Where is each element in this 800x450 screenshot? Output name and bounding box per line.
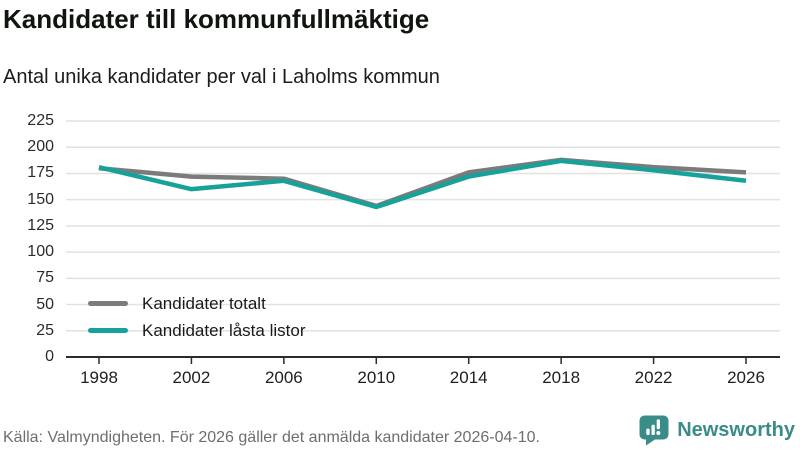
series-line-1 <box>98 158 747 210</box>
y-tick-label-75: 75 <box>36 269 54 287</box>
chart-subtitle: Antal unika kandidater per val i Laholms… <box>3 66 440 88</box>
chart-legend: Kandidater totalt Kandidater låsta listo… <box>88 290 305 344</box>
x-tick-label-2014: 2014 <box>449 368 488 387</box>
x-tick-label-2026: 2026 <box>727 368 765 387</box>
x-tick-label-2022: 2022 <box>634 368 673 387</box>
legend-label-locked-lists: Kandidater låsta listor <box>142 320 306 340</box>
series-line-0 <box>98 157 747 209</box>
chart-svg <box>66 120 780 364</box>
newsworthy-bubble-chart-icon <box>639 415 669 446</box>
y-tick-label-0: 0 <box>45 348 54 365</box>
y-tick-label-125: 125 <box>27 216 54 234</box>
newsworthy-logo: Newsworthy <box>638 414 795 446</box>
source-note: Källa: Valmyndigheten. För 2026 gäller d… <box>3 429 540 446</box>
x-tick-label-2010: 2010 <box>357 368 396 387</box>
y-tick-label-50: 50 <box>36 295 54 313</box>
legend-label-total: Kandidater totalt <box>142 293 266 313</box>
legend-swatch-total <box>88 301 128 306</box>
legend-item-total: Kandidater totalt <box>88 290 305 317</box>
line-chart: 0 25 50 75 100 125 150 175 200 225 1998 2002 2006 201… <box>0 100 800 400</box>
newsworthy-wordmark: Newsworthy <box>677 418 795 441</box>
page-title: Kandidater till kommunfullmäktige <box>3 4 430 34</box>
legend-swatch-locked-lists <box>88 328 128 333</box>
x-tick-label-2006: 2006 <box>264 368 303 387</box>
y-tick-label-150: 150 <box>27 190 54 208</box>
x-tick-label-2018: 2018 <box>542 368 581 387</box>
x-tick-label-2002: 2002 <box>172 368 211 387</box>
y-tick-label-225: 225 <box>27 112 54 129</box>
y-tick-label-175: 175 <box>27 164 54 182</box>
y-tick-label-100: 100 <box>27 243 54 261</box>
y-tick-label-25: 25 <box>36 321 54 339</box>
legend-item-locked-lists: Kandidater låsta listor <box>88 317 305 344</box>
x-tick-label-1998: 1998 <box>80 368 118 387</box>
y-tick-label-200: 200 <box>27 138 54 156</box>
